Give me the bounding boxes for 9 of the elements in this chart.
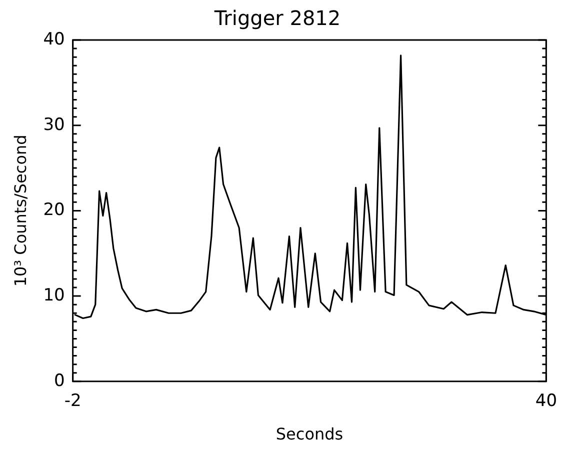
x-tick-label: -2 <box>64 391 82 412</box>
x-axis-title: Seconds <box>276 424 344 444</box>
y-tick-label: 0 <box>54 370 65 391</box>
y-tick-label: 40 <box>43 29 65 50</box>
chart-title: Trigger 2812 <box>213 6 341 30</box>
y-tick-label: 30 <box>43 114 65 135</box>
y-axis-title: 10³ Counts/Second <box>10 134 30 287</box>
y-tick-label: 10 <box>43 285 65 306</box>
y-tick-label: 20 <box>43 200 65 220</box>
